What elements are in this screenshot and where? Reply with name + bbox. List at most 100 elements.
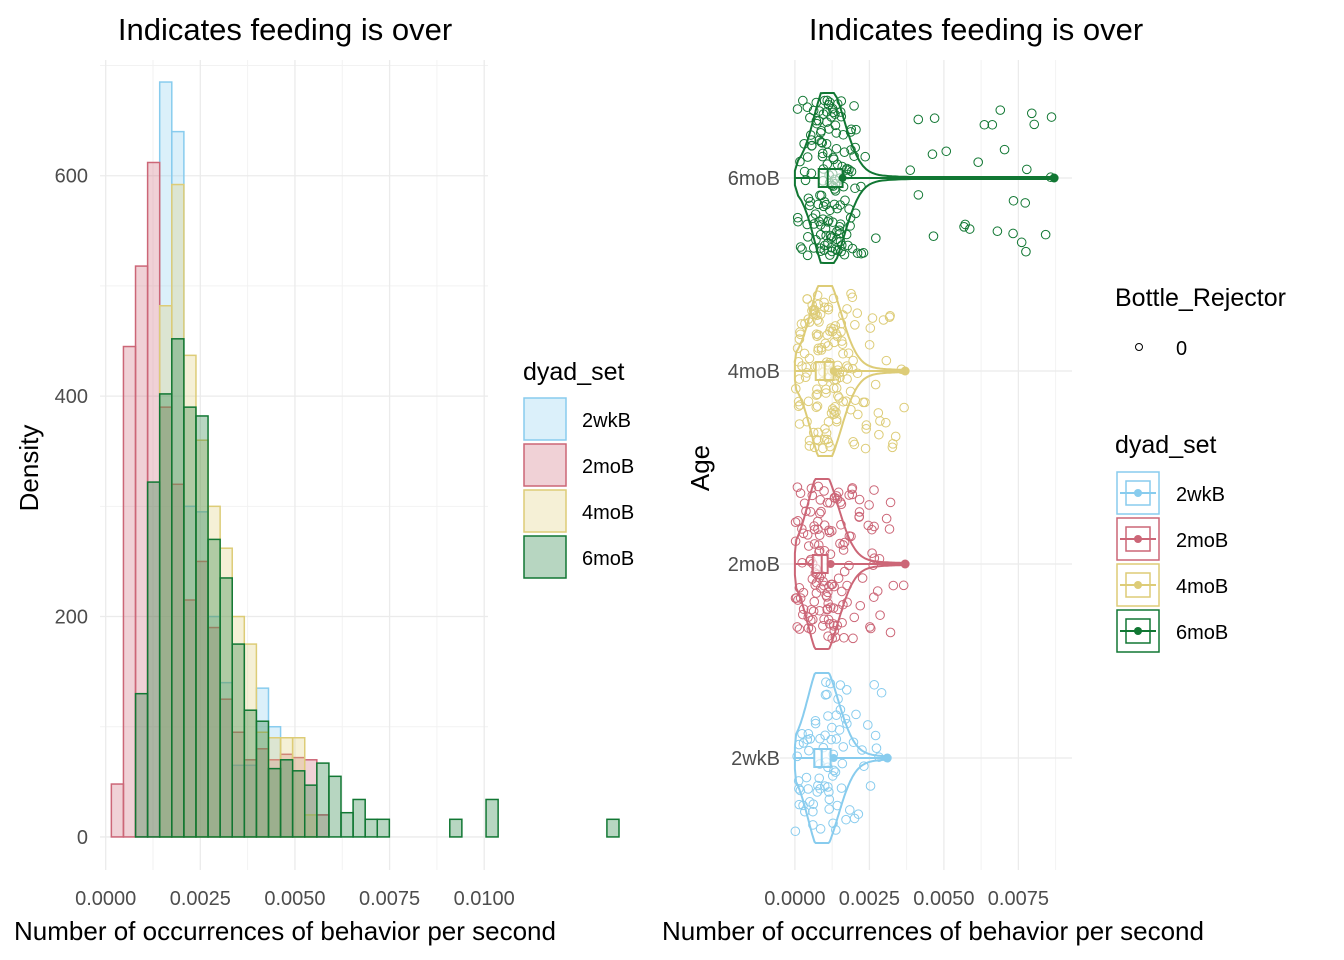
histogram-bar: [364, 818, 379, 838]
data-point: [817, 138, 828, 148]
violin-groups: [790, 92, 1059, 844]
mean-point: [829, 367, 838, 375]
data-point: [798, 604, 809, 614]
histogram-title: Indicates feeding is over: [118, 12, 452, 47]
violin-x-ticks: 0.0000 0.0025 0.0050 0.0075: [764, 888, 1049, 910]
histogram-bar: [122, 345, 137, 838]
max-point: [882, 753, 892, 763]
data-point: [819, 302, 830, 313]
data-point: [809, 219, 819, 229]
data-point: [802, 152, 813, 162]
data-point: [867, 313, 878, 323]
data-point: [845, 221, 855, 231]
histogram-bar: [231, 643, 246, 838]
data-point: [850, 208, 861, 219]
histogram-bar: [158, 393, 173, 838]
data-point: [839, 249, 850, 260]
data-point: [808, 806, 818, 817]
series-2moB: [110, 161, 330, 838]
histogram-x-axis-label: Number of occurrences of behavior per se…: [14, 916, 556, 946]
data-point: [841, 814, 851, 825]
data-point: [793, 516, 803, 526]
data-point: [871, 233, 881, 244]
legend-item-2moB: 2moB: [1116, 517, 1228, 561]
legend-label: 2wkB: [1176, 484, 1225, 506]
data-point: [869, 679, 880, 690]
data-point: [820, 424, 830, 434]
histogram-bar: [449, 818, 463, 838]
legend-key-point: [1134, 627, 1142, 635]
data-point: [795, 156, 805, 167]
data-point: [987, 119, 998, 130]
data-point: [807, 300, 818, 310]
data-point: [810, 718, 821, 729]
data-point: [836, 240, 847, 251]
data-point: [829, 621, 839, 631]
data-point: [979, 119, 990, 130]
data-point: [811, 235, 821, 245]
data-point: [790, 593, 801, 604]
y-tick-label: 400: [55, 386, 88, 408]
data-point: [800, 372, 811, 383]
legend-item-4moB: 4moB: [523, 489, 634, 533]
data-point: [828, 293, 839, 304]
violin-panel: 2wkB 2moB 4moB 6moB 0.0000 0.0025 0.0050 0.007…: [662, 12, 1286, 946]
data-point: [817, 148, 828, 159]
data-point: [799, 498, 810, 509]
group-2moB: [790, 478, 910, 650]
data-point: [816, 506, 826, 517]
violin-y-ticks: 2wkB 2moB 4moB 6moB: [728, 168, 780, 770]
data-point: [792, 104, 803, 114]
data-point: [824, 794, 835, 805]
histogram-bar: [110, 783, 125, 838]
data-point: [880, 417, 891, 428]
data-point: [794, 419, 805, 429]
y-tick-label: 6moB: [728, 168, 780, 190]
max-point: [900, 366, 910, 376]
data-point: [817, 151, 828, 162]
data-point: [811, 390, 822, 400]
series-4moB: [158, 183, 318, 838]
data-point: [836, 318, 847, 329]
mean-point: [826, 560, 835, 568]
data-point: [792, 751, 802, 762]
data-point: [800, 806, 810, 817]
data-point: [823, 437, 834, 448]
histogram-bar: [243, 709, 258, 838]
data-point: [835, 704, 846, 715]
data-point: [797, 609, 808, 620]
data-point: [794, 783, 804, 794]
violin-dyad-legend: dyad_set 2wkB 2moB 4moB 6moB: [1115, 431, 1228, 653]
data-point: [816, 137, 827, 148]
data-point: [863, 720, 873, 730]
bottle-rejector-legend-key: [1135, 343, 1143, 351]
data-point: [802, 368, 812, 378]
data-point: [830, 632, 841, 642]
data-point: [790, 517, 801, 527]
data-point: [842, 597, 852, 608]
histogram-bar: [146, 481, 161, 838]
data-point: [837, 617, 847, 628]
data-point: [839, 537, 850, 548]
data-point: [854, 512, 864, 522]
data-point: [793, 216, 803, 227]
data-point: [842, 580, 852, 591]
data-point: [844, 560, 854, 571]
data-point: [801, 772, 812, 783]
data-point: [816, 190, 827, 201]
data-point: [829, 581, 839, 592]
data-point: [995, 105, 1006, 115]
data-point: [832, 800, 843, 811]
data-point: [794, 374, 805, 384]
data-point: [828, 603, 839, 613]
data-point: [881, 355, 892, 366]
data-point: [851, 124, 861, 135]
data-point: [831, 414, 842, 425]
legend-item-6moB: 6moB: [1116, 609, 1228, 653]
data-point: [913, 114, 924, 125]
data-point: [849, 151, 859, 161]
data-point: [831, 407, 841, 417]
data-point: [837, 586, 847, 597]
data-point: [804, 200, 815, 211]
data-point: [836, 783, 847, 793]
